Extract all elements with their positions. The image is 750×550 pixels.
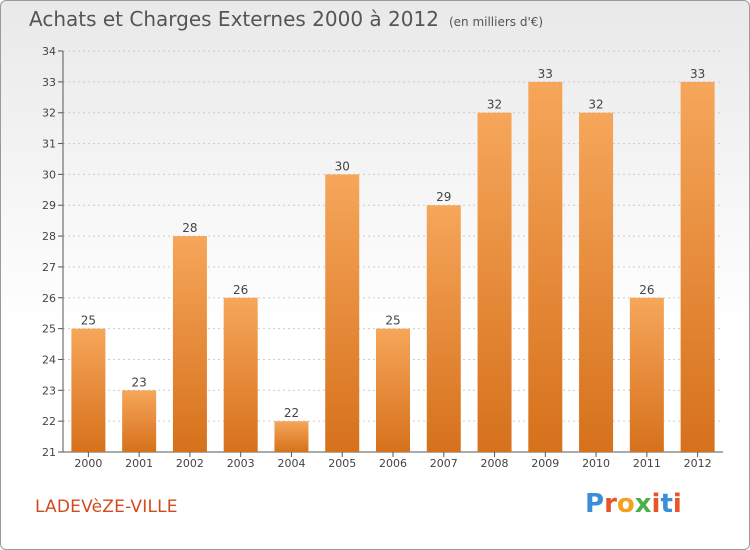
x-tick-label: 2000 [74, 457, 102, 470]
y-tick-label: 33 [42, 76, 56, 89]
bar [579, 112, 614, 452]
y-tick-label: 23 [42, 384, 56, 397]
y-tick-label: 21 [42, 446, 56, 459]
bar [680, 81, 715, 452]
bar [172, 236, 207, 452]
bar [274, 421, 309, 452]
logo-letter: i [651, 489, 661, 519]
x-tick-label: 2004 [277, 457, 305, 470]
data-label: 25 [81, 314, 96, 328]
x-tick-label: 2001 [125, 457, 153, 470]
y-tick-label: 31 [42, 138, 56, 151]
x-tick-label: 2010 [582, 457, 610, 470]
bar [376, 328, 410, 452]
logo-letter: i [672, 489, 682, 519]
y-tick-label: 22 [42, 415, 56, 428]
x-tick-label: 2011 [633, 457, 661, 470]
x-tick-label: 2009 [531, 457, 559, 470]
commune-name: LADEVèZE-VILLE [35, 497, 178, 517]
data-label: 28 [182, 221, 197, 235]
y-tick-label: 30 [42, 168, 56, 181]
bar [122, 390, 157, 452]
x-tick-label: 2005 [328, 457, 356, 470]
data-label: 32 [588, 98, 603, 112]
x-tick-label: 2008 [481, 457, 509, 470]
y-tick-label: 34 [42, 45, 56, 58]
chart-title: Achats et Charges Externes 2000 à 2012 (e… [29, 7, 543, 31]
data-label: 26 [639, 283, 654, 297]
y-tick-label: 27 [42, 261, 56, 274]
logo-letter: r [604, 489, 617, 519]
chart-unit: (en milliers d'€) [448, 15, 544, 29]
bar [223, 297, 258, 452]
chart-title-text: Achats et Charges Externes 2000 à 2012 [29, 7, 439, 31]
data-label: 25 [385, 314, 400, 328]
proxiti-logo[interactable]: Proxiti [585, 489, 682, 519]
logo-letter: t [660, 489, 673, 519]
bar [325, 174, 360, 452]
data-label: 26 [233, 283, 248, 297]
x-tick-label: 2007 [430, 457, 458, 470]
y-tick-label: 32 [42, 107, 56, 120]
bar [477, 112, 512, 452]
data-label: 30 [335, 159, 350, 173]
y-tick-label: 28 [42, 230, 56, 243]
data-label: 29 [436, 190, 451, 204]
y-tick-label: 25 [42, 323, 56, 336]
y-tick-label: 29 [42, 199, 56, 212]
y-tick-label: 26 [42, 292, 56, 305]
x-tick-label: 2002 [176, 457, 204, 470]
bar [426, 205, 461, 452]
data-label: 23 [132, 375, 147, 389]
y-tick-label: 24 [42, 353, 56, 366]
x-tick-label: 2003 [227, 457, 255, 470]
data-label: 33 [690, 67, 705, 81]
bar [629, 297, 664, 452]
logo-letter: x [634, 489, 652, 519]
x-tick-label: 2006 [379, 457, 407, 470]
bar [71, 328, 106, 452]
data-label: 32 [487, 98, 502, 112]
logo-letter: P [585, 489, 605, 519]
bar [528, 81, 563, 452]
logo-letter: o [616, 489, 635, 519]
data-label: 33 [538, 67, 553, 81]
x-tick-label: 2012 [684, 457, 712, 470]
data-label: 22 [284, 406, 299, 420]
